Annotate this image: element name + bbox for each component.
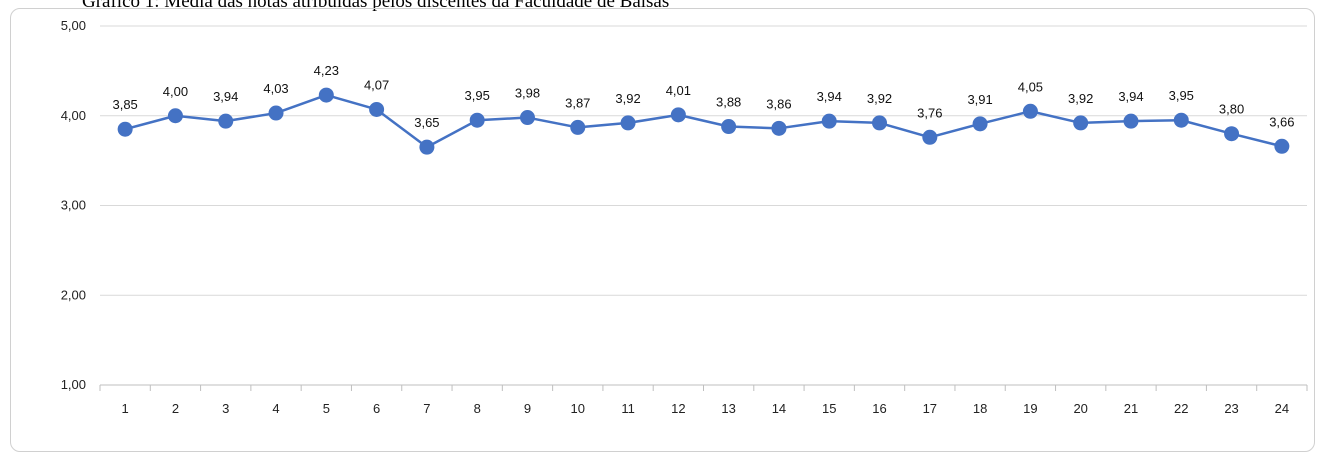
x-tick-label: 7 [423,401,430,416]
data-label: 4,00 [163,84,188,99]
data-point [1274,138,1290,154]
data-point [117,121,133,137]
data-point [369,101,385,117]
x-tick-label: 20 [1073,401,1087,416]
data-point [1123,113,1139,129]
y-tick-label: 3,00 [61,198,86,213]
chart-title: Gráfico 1: Média das notas atribuídas pe… [82,0,670,12]
data-label: 3,92 [867,91,892,106]
data-label: 4,03 [263,81,288,96]
data-point [218,113,234,129]
x-tick-label: 8 [474,401,481,416]
data-label: 3,86 [766,96,791,111]
data-label: 3,85 [112,97,137,112]
data-label: 3,94 [817,89,842,104]
data-label: 4,05 [1018,79,1043,94]
y-tick-label: 5,00 [61,18,86,33]
series-line [124,93,1283,149]
x-tick-label: 3 [222,401,229,416]
data-label: 3,95 [465,88,490,103]
x-tick-label: 11 [621,401,635,416]
data-label: 3,76 [917,105,942,120]
data-point [721,119,737,135]
data-label: 3,92 [1068,91,1093,106]
data-label: 3,95 [1169,88,1194,103]
data-point [872,115,888,131]
x-tick-label: 4 [272,401,279,416]
data-label: 4,01 [666,83,691,98]
data-label: 3,87 [565,95,590,110]
data-point [670,107,686,123]
data-label: 3,94 [1118,89,1143,104]
x-tick-label: 16 [872,401,886,416]
chart-frame [10,8,1315,452]
x-tick-label: 6 [373,401,380,416]
data-point [419,139,435,155]
x-tick-label: 9 [524,401,531,416]
y-tick-label: 2,00 [61,287,86,302]
data-point [972,116,988,132]
data-point [1073,115,1089,131]
data-label: 3,80 [1219,102,1244,117]
data-point [519,110,535,126]
x-tick-label: 10 [571,401,585,416]
data-point [922,129,938,145]
data-label: 3,92 [615,91,640,106]
data-label: 3,65 [414,115,439,130]
data-label: 4,07 [364,77,389,92]
data-label: 3,66 [1269,114,1294,129]
data-point [1224,126,1240,142]
data-point [821,113,837,129]
x-tick-label: 21 [1124,401,1138,416]
x-tick-label: 14 [772,401,786,416]
x-tick-label: 23 [1224,401,1238,416]
data-label: 3,94 [213,89,238,104]
x-tick-label: 19 [1023,401,1037,416]
data-point [1022,103,1038,119]
data-point [268,105,284,121]
x-tick-label: 12 [671,401,685,416]
x-tick-label: 1 [122,401,129,416]
data-point [469,112,485,128]
data-label: 3,91 [967,92,992,107]
x-tick-label: 15 [822,401,836,416]
data-point [570,119,586,135]
data-label: 3,88 [716,95,741,110]
x-tick-label: 22 [1174,401,1188,416]
data-label: 4,23 [314,63,339,78]
x-tick-label: 18 [973,401,987,416]
x-tick-label: 24 [1275,401,1289,416]
y-tick-label: 4,00 [61,108,86,123]
x-tick-label: 2 [172,401,179,416]
data-point [167,108,183,124]
x-tick-label: 13 [721,401,735,416]
x-tick-label: 17 [923,401,937,416]
y-tick-label: 1,00 [61,377,86,392]
data-label: 3,98 [515,86,540,101]
data-point [318,87,334,103]
x-tick-label: 5 [323,401,330,416]
data-point [771,120,787,136]
data-point [1173,112,1189,128]
data-point [620,115,636,131]
